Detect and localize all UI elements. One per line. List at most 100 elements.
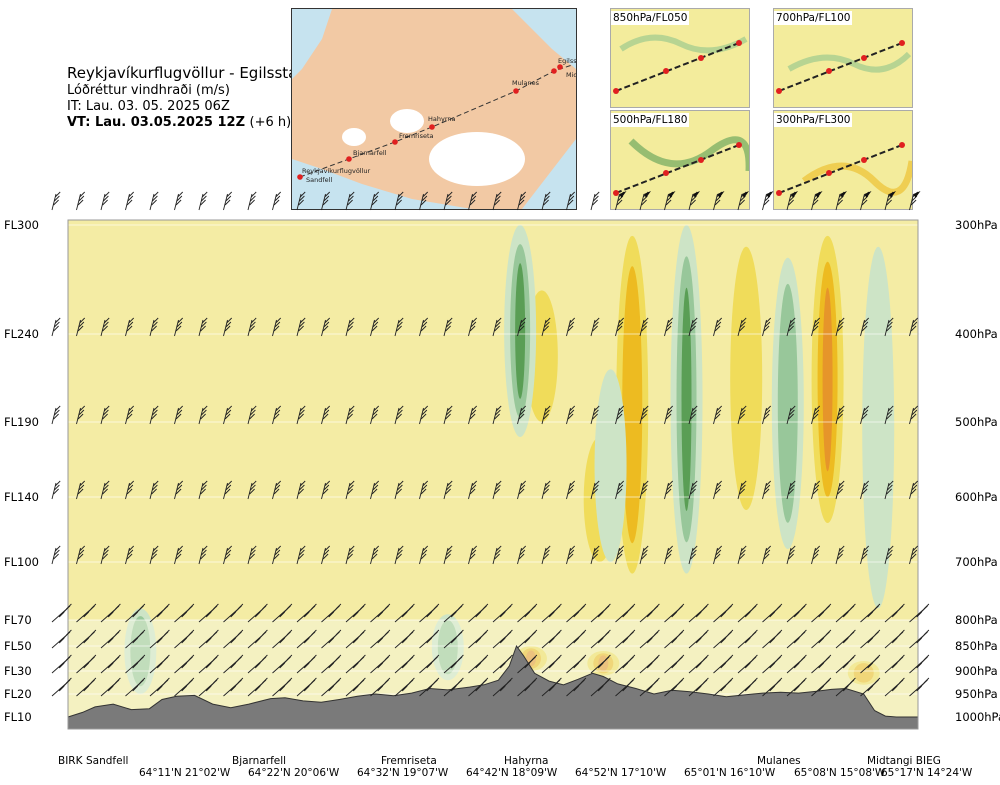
- vv-cell-up-1-1: [622, 266, 643, 544]
- wind-barb: [835, 480, 845, 500]
- wind-barb: [541, 405, 551, 425]
- wind-barb: [639, 654, 660, 674]
- map-waypoint-label: Hahyrna: [428, 115, 456, 123]
- wind-barb: [419, 629, 440, 649]
- wind-barb: [541, 603, 562, 623]
- wind-barb: [100, 317, 110, 337]
- wind-barb: [443, 317, 453, 337]
- valid-time: VT: Lau. 03.05.2025 12Z (+6 h): [67, 115, 317, 131]
- y-label-fl-400: FL240: [4, 327, 39, 341]
- wind-barb: [517, 654, 538, 674]
- wind-barb: [174, 629, 195, 649]
- wind-barb: [688, 405, 698, 425]
- map-waypoint-label: Fremriseta: [399, 132, 434, 140]
- wind-barb: [713, 405, 723, 425]
- wind-barb: [541, 677, 562, 697]
- map-glacier-tiny: [440, 142, 460, 156]
- wind-barb: [639, 317, 649, 337]
- wind-barb: [566, 317, 576, 337]
- wind-barb: [884, 317, 894, 337]
- wind-barb: [394, 405, 404, 425]
- wind-barb: [713, 603, 734, 623]
- wind-barb: [541, 654, 562, 674]
- wind-barb: [272, 405, 282, 425]
- wind-barb: [737, 317, 747, 337]
- y-label-fl-500: FL190: [4, 415, 39, 429]
- wind-barb: [321, 629, 342, 649]
- station-label: Bjarnarfell: [232, 755, 287, 767]
- chart-title: Reykjavíkurflugvöllur - Egilsstadir: [67, 64, 318, 82]
- wind-barb: [713, 545, 723, 565]
- wind-barb: [149, 480, 159, 500]
- wind-barb: [468, 629, 489, 649]
- wind-barb: [468, 603, 489, 623]
- wind-barb: [149, 629, 170, 649]
- wind-barb: [419, 317, 429, 337]
- wind-barb: [419, 191, 429, 211]
- station-label: BIRK: [58, 755, 83, 767]
- minimap-700-svg: [774, 9, 912, 107]
- wind-barb: [615, 677, 636, 697]
- wind-barb: [590, 480, 600, 500]
- wind-barb: [345, 677, 366, 697]
- wind-barb: [541, 480, 551, 500]
- wind-barb: [884, 545, 894, 565]
- wind-barb: [345, 480, 355, 500]
- wind-barb: [419, 603, 440, 623]
- coordinate-label: 64°11'N 21°02'W: [139, 767, 231, 779]
- wind-barb: [664, 545, 674, 565]
- wind-barb: [76, 677, 97, 697]
- wind-barb: [615, 629, 636, 649]
- wind-barb: [860, 191, 872, 211]
- wind-barb: [688, 629, 709, 649]
- wind-barb: [664, 603, 685, 623]
- vv-cell-down-7-1: [777, 283, 798, 523]
- wind-barb: [223, 405, 233, 425]
- wind-barb: [492, 654, 513, 674]
- wind-barb: [51, 677, 72, 697]
- map-sea-nw: [292, 9, 332, 79]
- y-label-hpa-900: 900hPa: [955, 664, 998, 678]
- wind-barb: [590, 317, 600, 337]
- wind-barb: [909, 480, 919, 500]
- vv-cell-down-11-1: [437, 620, 458, 675]
- wind-barb: [762, 191, 774, 211]
- wind-barb: [198, 405, 208, 425]
- wind-barb: [345, 629, 366, 649]
- y-label-hpa-700: 700hPa: [955, 555, 998, 569]
- wind-barb: [149, 317, 159, 337]
- wind-barb: [835, 629, 856, 649]
- wind-barb: [909, 191, 921, 211]
- wind-barb: [811, 480, 821, 500]
- wind-barb: [786, 545, 796, 565]
- map-sea-ne: [512, 9, 576, 69]
- wind-barb: [125, 677, 146, 697]
- wind-barb: [492, 405, 502, 425]
- valid-time-offset: (+6 h): [249, 115, 292, 130]
- wind-barb: [394, 480, 404, 500]
- wind-barb: [884, 405, 894, 425]
- map-waypoint-label: Reykjavíkurflugvöllur: [302, 167, 371, 175]
- wind-barb: [786, 654, 807, 674]
- wind-barb: [100, 545, 110, 565]
- wind-barb: [664, 677, 685, 697]
- wind-barb: [125, 191, 135, 211]
- wind-barb: [811, 405, 821, 425]
- wind-barb: [296, 191, 306, 211]
- wind-barb: [198, 545, 208, 565]
- wind-barb: [272, 317, 282, 337]
- wind-barb: [223, 545, 233, 565]
- wind-barb: [688, 480, 698, 500]
- wind-barb: [272, 480, 282, 500]
- wind-barb: [345, 545, 355, 565]
- wind-barb: [590, 654, 611, 674]
- wind-barb: [713, 191, 725, 211]
- wind-barb: [835, 405, 845, 425]
- wind-barb: [590, 677, 611, 697]
- wind-barb: [443, 545, 453, 565]
- wind-barb: [419, 654, 440, 674]
- wind-barb: [615, 405, 625, 425]
- wind-barb: [247, 191, 257, 211]
- wind-barb: [296, 677, 317, 697]
- wind-barb: [835, 317, 845, 337]
